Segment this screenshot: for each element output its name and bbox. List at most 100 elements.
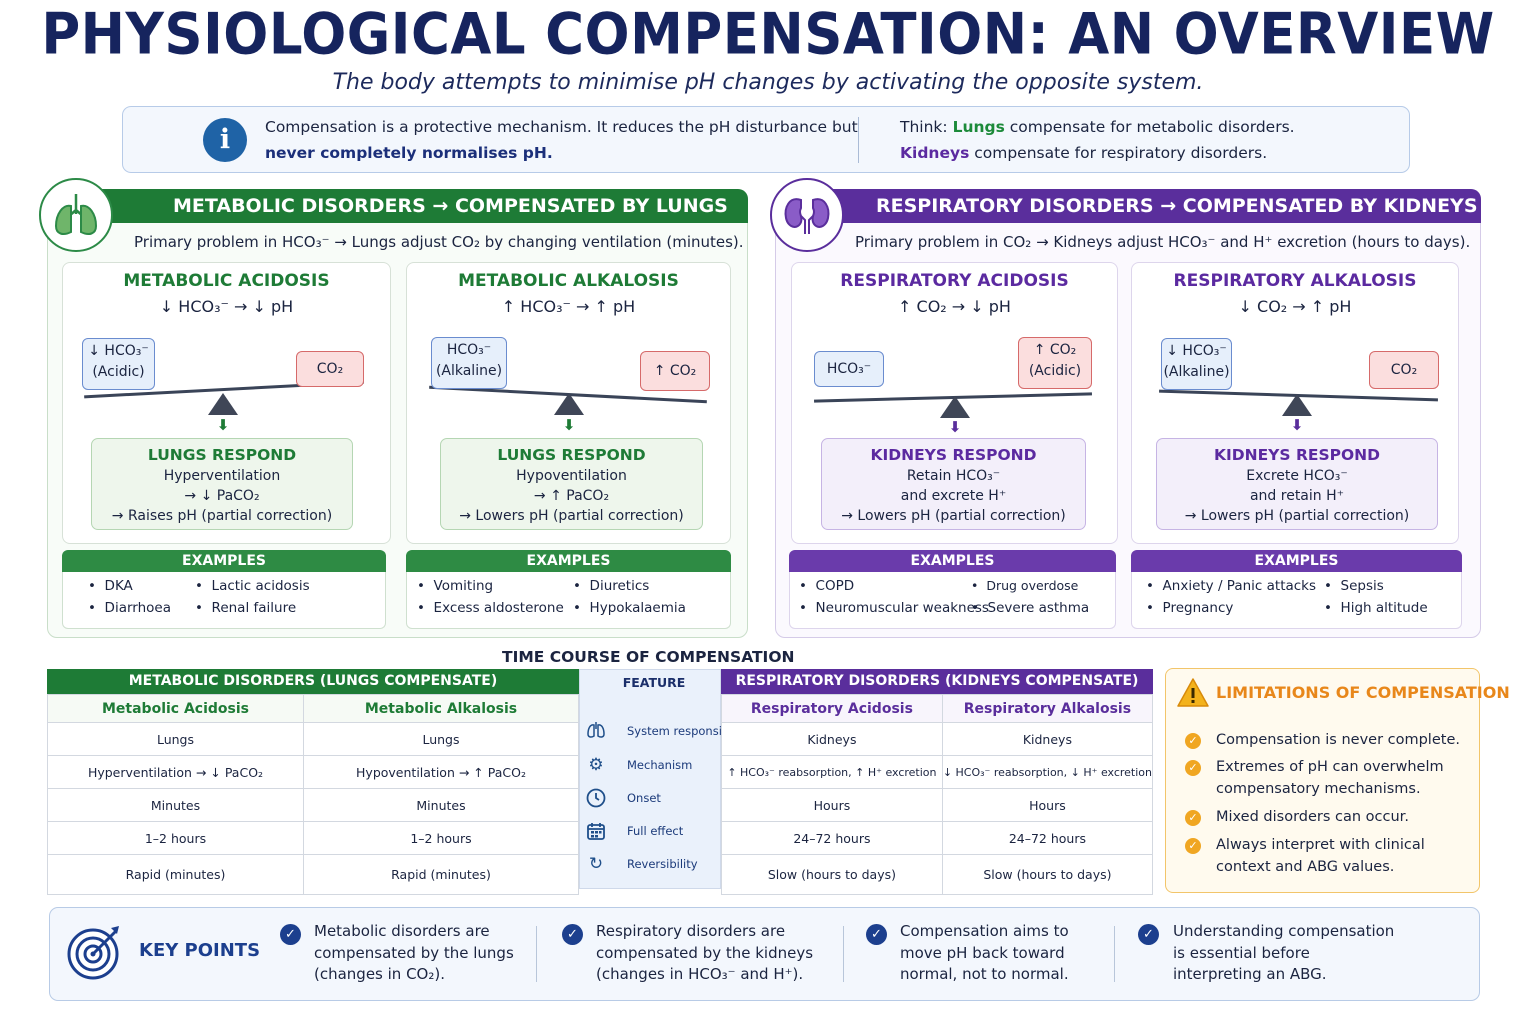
kidneys-rest: compensate for respiratory disorders. <box>974 144 1268 162</box>
table-subheader: Metabolic Acidosis <box>47 694 304 723</box>
example-text: Hypokalaemia <box>589 600 686 616</box>
feature-label: Reversibility <box>627 857 698 871</box>
table-row: Rapid (minutes) Rapid (minutes) <box>47 854 579 895</box>
example-text: Excess aldosterone <box>433 600 564 616</box>
info-divider <box>858 117 859 163</box>
table-subheader: Respiratory Acidosis <box>721 694 943 723</box>
example-item: • Lactic acidosis <box>195 578 310 594</box>
fulcrum <box>208 393 238 415</box>
check-icon: ✓ <box>1185 733 1201 749</box>
table-row: Lungs Lungs <box>47 722 579 756</box>
key-point-item: Compensation aims to move pH back toward… <box>900 922 1069 983</box>
examples-box <box>62 572 386 629</box>
lungs-icon <box>39 178 113 252</box>
lungs-respond-box: LUNGS RESPOND Hyperventilation → ↓ PaCO₂… <box>91 438 353 530</box>
example-text: Vomiting <box>433 578 494 594</box>
respiratory-time-table: RESPIRATORY DISORDERS (KIDNEYS COMPENSAT… <box>721 669 1154 895</box>
hco3-box: HCO₃⁻ <box>814 351 884 387</box>
key-points-title: KEY POINTS <box>139 940 261 961</box>
limitation-item: Mixed disorders can occur. <box>1216 809 1409 825</box>
divider <box>1114 926 1115 982</box>
check-icon: ✓ <box>1185 838 1201 854</box>
kidneys-respond-box: KIDNEYS RESPOND Retain HCO₃⁻ and excrete… <box>821 438 1086 530</box>
respond-title: KIDNEYS RESPOND <box>1213 446 1381 464</box>
respond-line-1: Hyperventilation <box>163 468 281 484</box>
table-cell: Hours <box>941 788 1154 822</box>
metabolic-alkalosis-title: METABOLIC ALKALOSIS <box>458 271 679 291</box>
arrow-down-icon: ⬇ <box>948 418 962 436</box>
example-item: • Sepsis <box>1324 578 1384 594</box>
box-label: ↑ CO₂ <box>1033 342 1077 358</box>
key-point-item: Understanding compensation is essential … <box>1173 922 1395 983</box>
table-cell: Kidneys <box>721 722 943 756</box>
respiratory-acidosis-equation: ↑ CO₂ → ↓ pH <box>898 297 1011 316</box>
example-text: Lactic acidosis <box>211 578 310 594</box>
example-item: • Renal failure <box>195 600 297 616</box>
examples-header: EXAMPLES <box>789 550 1116 572</box>
example-item: • Drug overdose <box>971 578 1079 593</box>
think-prefix: Think: <box>900 118 948 136</box>
table-cell: Minutes <box>47 788 304 822</box>
example-text: Drug overdose <box>986 578 1079 593</box>
kidneys-respond-box: KIDNEYS RESPOND Excrete HCO₃⁻ and retain… <box>1156 438 1438 530</box>
example-item: • Severe asthma <box>971 600 1090 616</box>
table-cell: Hypoventilation → ↑ PaCO₂ <box>303 755 579 789</box>
example-item: • Vomiting <box>417 578 494 594</box>
examples-box <box>1131 572 1462 629</box>
respiratory-alkalosis-equation: ↓ CO₂ → ↑ pH <box>1238 297 1352 316</box>
examples-box <box>789 572 1116 629</box>
table-cell: Kidneys <box>941 722 1154 756</box>
co2-box: ↑ CO₂ (Acidic) <box>1018 337 1092 389</box>
warning-icon <box>1176 677 1210 713</box>
table-cell: Hours <box>721 788 943 822</box>
respond-title: KIDNEYS RESPOND <box>870 446 1037 464</box>
hco3-box: ↓ HCO₃⁻ (Acidic) <box>82 338 155 390</box>
respond-line-1: Retain HCO₃⁻ <box>906 468 1001 484</box>
metabolic-acidosis-title: METABOLIC ACIDOSIS <box>123 271 330 291</box>
table-cell: 24–72 hours <box>941 821 1154 855</box>
info-text: Compensation is a protective mechanism. … <box>265 114 858 166</box>
info-think: Think: Lungs compensate for metabolic di… <box>900 114 1295 166</box>
arrow-down-icon: ⬇ <box>562 416 576 434</box>
examples-header: EXAMPLES <box>1131 550 1462 572</box>
check-icon: ✓ <box>1185 760 1201 776</box>
fulcrum <box>554 393 584 415</box>
feature-column <box>579 669 721 889</box>
respiratory-header: RESPIRATORY DISORDERS → COMPENSATED BY K… <box>828 189 1481 223</box>
metabolic-table: Metabolic Acidosis Metabolic Alkalosis L… <box>47 694 579 895</box>
key-point-item: Metabolic disorders are compensated by t… <box>314 922 514 983</box>
fulcrum <box>940 396 970 418</box>
lungs-icon <box>585 719 607 741</box>
info-icon: i <box>203 118 247 162</box>
example-item: • Diuretics <box>573 578 650 594</box>
table-row: Minutes Minutes <box>47 788 579 822</box>
respond-line-1: Hypoventilation <box>516 468 627 484</box>
check-icon: ✓ <box>1185 810 1201 826</box>
kidneys-icon <box>770 178 844 252</box>
respond-line-2: and retain H⁺ <box>1249 488 1345 504</box>
example-item: • Neuromuscular weakness <box>799 600 989 616</box>
hco3-box: HCO₃⁻ (Alkaline) <box>431 337 507 389</box>
respond-line-1: Excrete HCO₃⁻ <box>1246 468 1348 484</box>
limitation-item: Always interpret with clinical context a… <box>1216 837 1425 875</box>
feature-label: Onset <box>627 791 661 805</box>
feature-label: System responsible <box>627 724 740 738</box>
metabolic-time-table: METABOLIC DISORDERS (LUNGS COMPENSATE) M… <box>47 669 579 895</box>
table-cell: ↑ HCO₃⁻ reabsorption, ↑ H⁺ excretion <box>721 755 943 789</box>
example-item: • Hypokalaemia <box>573 600 686 616</box>
respond-line-2: and excrete H⁺ <box>900 488 1007 504</box>
box-sub: (Acidic) <box>92 364 145 380</box>
page-title: PHYSIOLOGICAL COMPENSATION: AN OVERVIEW <box>41 1 1495 68</box>
key-points-box <box>49 907 1480 1001</box>
respond-title: LUNGS RESPOND <box>147 446 297 464</box>
example-item: • Pregnancy <box>1146 600 1234 616</box>
example-text: Diarrhoea <box>104 600 171 616</box>
feature-label: Full effect <box>627 824 684 838</box>
example-text: DKA <box>104 578 133 594</box>
page-subtitle: The body attempts to minimise pH changes… <box>332 70 1204 95</box>
respond-line-3: → Lowers pH (partial correction) <box>1184 508 1410 524</box>
respond-line-3: → Lowers pH (partial correction) <box>459 508 684 524</box>
respond-line-3: → Raises pH (partial correction) <box>111 508 333 524</box>
metabolic-header: METABOLIC DISORDERS → COMPENSATED BY LUN… <box>97 189 748 223</box>
box-sub: (Alkaline) <box>435 363 503 379</box>
